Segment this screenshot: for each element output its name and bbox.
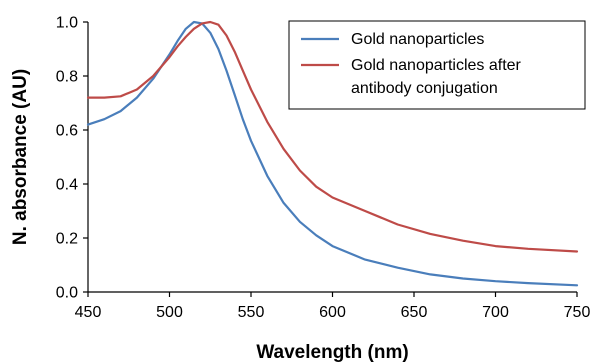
- y-tick-label: 0.2: [56, 231, 78, 248]
- plot-area: 0.0 0.2 0.4 0.6 0.8 1.0 450 500 550 600 650 700 750: [56, 15, 591, 322]
- legend-item-after-conjugation: Gold nanoparticles after antibody conjuga…: [301, 57, 522, 97]
- series-line-after-conjugation: [86, 20, 579, 253]
- legend-label: Gold nanoparticles: [351, 31, 484, 48]
- x-tick-label: 450: [75, 304, 102, 321]
- y-tick-label: 0.4: [56, 177, 78, 194]
- x-tick-label: 700: [482, 304, 509, 321]
- x-tick-label: 550: [238, 304, 265, 321]
- y-axis-title: N. absorbance (AU): [10, 69, 31, 245]
- x-axis-title: Wavelength (nm): [256, 342, 408, 363]
- y-tick-label: 0.8: [56, 69, 78, 86]
- legend-label: antibody conjugation: [351, 80, 498, 97]
- legend: Gold nanoparticles Gold nanoparticles aft…: [288, 20, 586, 110]
- legend-item-gold-nanoparticles: Gold nanoparticles: [301, 31, 484, 48]
- y-tick-label: 0.6: [56, 123, 78, 140]
- x-tick-label: 750: [564, 304, 591, 321]
- x-tick-label: 500: [156, 304, 183, 321]
- x-tick-label: 600: [319, 304, 346, 321]
- y-tick-label: 0.0: [56, 285, 78, 302]
- x-tick-label: 650: [401, 304, 428, 321]
- y-tick-label: 1.0: [56, 15, 78, 32]
- legend-label: Gold nanoparticles after: [351, 57, 522, 74]
